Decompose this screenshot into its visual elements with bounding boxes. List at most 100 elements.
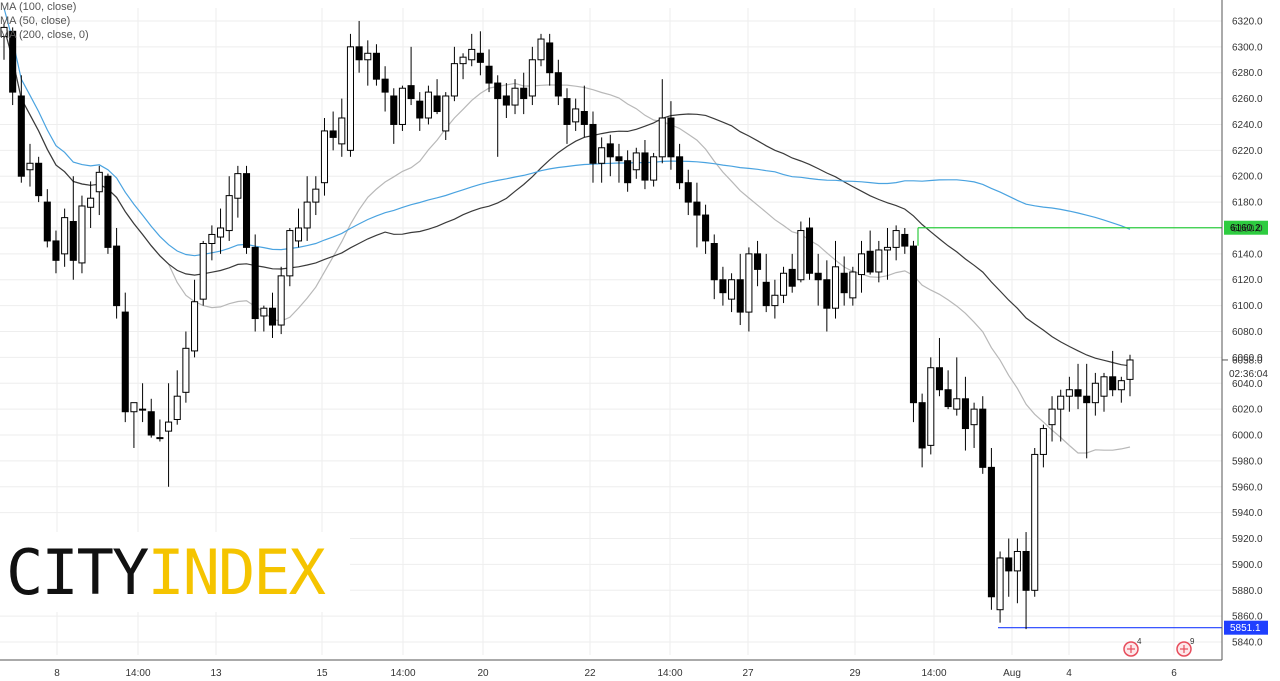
candle-body — [139, 408, 147, 411]
countdown-label: 02:36:04 — [1229, 369, 1268, 380]
candle-body — [857, 253, 866, 276]
level-badge-text: 5851.1 — [1230, 623, 1261, 634]
y-tick-label: 5900.0 — [1232, 560, 1263, 571]
x-tick-label: 15 — [316, 668, 328, 679]
candle-body — [892, 230, 900, 248]
candle-body — [797, 230, 805, 281]
candle-body — [840, 272, 848, 294]
y-tick-label: 6180.0 — [1232, 198, 1263, 209]
candle-body — [953, 398, 961, 410]
candle-body — [1091, 382, 1099, 404]
y-tick-label: 6080.0 — [1232, 327, 1263, 338]
y-tick-label: 5960.0 — [1232, 482, 1263, 493]
moving-averages — [3, 7, 1131, 454]
y-tick-label: 6220.0 — [1232, 146, 1263, 157]
candle-body — [658, 117, 666, 158]
candle-body — [788, 268, 796, 287]
candle-body — [312, 188, 320, 203]
candle-body — [191, 301, 199, 352]
candle-body — [1074, 389, 1082, 397]
x-tick-label: Aug — [1003, 668, 1021, 679]
ma200-line — [3, 7, 1131, 257]
x-tick-label: 13 — [210, 668, 222, 679]
candle-body — [1022, 550, 1030, 591]
candles — [0, 20, 1134, 630]
logo-city-text: CITY — [6, 535, 149, 609]
candle-body — [225, 195, 233, 232]
y-tick-label: 6260.0 — [1232, 94, 1263, 105]
candle-body — [935, 367, 943, 391]
candle-body — [433, 95, 441, 113]
candle-body — [156, 437, 164, 440]
candle-body — [242, 173, 251, 248]
y-tick-label: 5880.0 — [1232, 586, 1263, 597]
candle-body — [667, 117, 675, 158]
candle-body — [0, 26, 8, 37]
candle-body — [780, 272, 788, 296]
legend-ma200[interactable]: MA (200, close, 0) — [0, 29, 89, 41]
x-tick-label: 14:00 — [125, 668, 150, 679]
level-badge — [1224, 220, 1268, 235]
y-tick-label: 5920.0 — [1232, 534, 1263, 545]
candle-body — [1065, 389, 1073, 397]
candle-body — [1039, 428, 1047, 455]
candle-body — [165, 421, 173, 432]
y-tick-label: 5840.0 — [1232, 638, 1263, 649]
candle-body — [78, 205, 86, 264]
candle-body — [87, 197, 95, 208]
candle-body — [823, 279, 831, 309]
candle-body — [277, 275, 285, 326]
candle-body — [693, 201, 701, 216]
candle-body — [563, 98, 571, 125]
price-levels: 6160.2 5851.1 — [917, 220, 1268, 635]
candle-body — [485, 65, 493, 84]
candle-body — [970, 408, 978, 426]
candle-body — [494, 82, 502, 100]
candle-body — [632, 152, 640, 171]
candle-body — [147, 411, 155, 436]
y-tick-label: 6320.0 — [1232, 16, 1263, 27]
candle-body — [589, 123, 597, 164]
candle-body — [459, 56, 467, 65]
y-tick-label: 6200.0 — [1232, 172, 1263, 183]
candle-body — [918, 402, 926, 449]
candle-body — [130, 402, 138, 413]
x-tick-label: 22 — [584, 668, 596, 679]
legend-ma100[interactable]: MA (100, close) — [0, 1, 77, 13]
y-tick-label: 6140.0 — [1232, 249, 1263, 260]
candle-body — [1048, 408, 1056, 426]
candle-body — [476, 52, 484, 63]
y-tick-label: 6280.0 — [1232, 68, 1263, 79]
y-tick-label: 6240.0 — [1232, 120, 1263, 131]
candle-body — [355, 46, 363, 61]
x-tick-label: 8 — [54, 668, 60, 679]
candle-body — [502, 95, 510, 106]
candle-body — [996, 557, 1004, 611]
current-price-label: 6058.0 — [1232, 355, 1263, 366]
candle-body — [390, 95, 398, 125]
candle-body — [61, 217, 69, 255]
candle-body — [728, 279, 736, 300]
y-tick-label: 6160.0 — [1232, 223, 1263, 234]
candle-body — [831, 266, 840, 309]
y-tick-label: 6060.0 — [1232, 353, 1263, 364]
candle-body — [450, 63, 458, 97]
candle-body — [572, 108, 580, 123]
candle-body — [1005, 557, 1013, 572]
event-marker-count: 4 — [1137, 637, 1142, 646]
candle-body — [849, 271, 857, 299]
candle-body — [546, 42, 554, 74]
candle-body — [771, 294, 779, 307]
candle-body — [407, 85, 415, 100]
candle-body — [113, 245, 121, 307]
city-index-logo: CITY INDEX — [0, 532, 350, 612]
indicator-legend[interactable]: MA (100, close) MA (50, close) MA (200, … — [0, 0, 89, 42]
candle-body — [286, 230, 294, 277]
x-tick-label: 4 — [1066, 668, 1072, 679]
legend-ma50[interactable]: MA (50, close) — [0, 15, 71, 27]
candle-body — [52, 240, 60, 261]
candle-body — [442, 95, 450, 132]
candle-body — [104, 175, 112, 248]
candle-body — [901, 233, 909, 247]
